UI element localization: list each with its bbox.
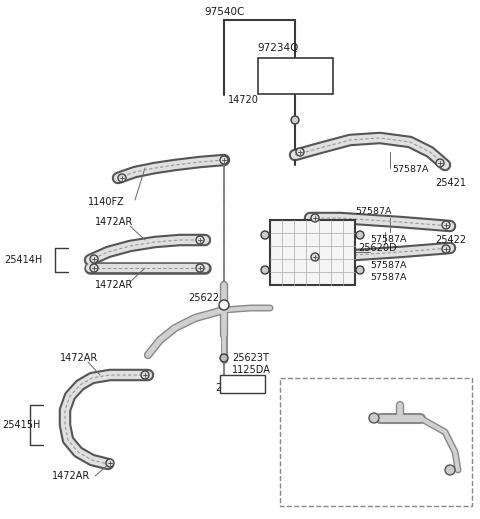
Circle shape xyxy=(442,221,450,229)
Circle shape xyxy=(220,156,228,164)
Circle shape xyxy=(261,266,269,274)
Circle shape xyxy=(369,413,379,423)
Text: 25630F: 25630F xyxy=(215,383,252,393)
Circle shape xyxy=(445,465,455,475)
Bar xyxy=(270,220,355,285)
Text: 25622R: 25622R xyxy=(188,293,226,303)
Text: 57587A: 57587A xyxy=(355,208,392,216)
Text: 25630F: 25630F xyxy=(295,425,332,435)
Text: 97540C: 97540C xyxy=(205,7,245,17)
Text: 1125DA: 1125DA xyxy=(232,365,271,375)
Text: 1472AR: 1472AR xyxy=(95,217,133,227)
Circle shape xyxy=(356,231,364,239)
Bar xyxy=(220,375,265,393)
Circle shape xyxy=(141,371,149,379)
Circle shape xyxy=(291,116,299,124)
Circle shape xyxy=(106,459,114,467)
Bar xyxy=(258,58,333,94)
Text: 25415H: 25415H xyxy=(2,420,40,430)
Circle shape xyxy=(311,253,319,261)
Text: 25623T: 25623T xyxy=(232,353,269,363)
Text: 57587A: 57587A xyxy=(370,274,407,282)
Text: 14720: 14720 xyxy=(228,95,259,105)
Circle shape xyxy=(118,174,126,182)
Circle shape xyxy=(219,300,229,310)
Text: 1472AN
1472AY: 1472AN 1472AY xyxy=(276,60,314,84)
Circle shape xyxy=(261,231,269,239)
Bar xyxy=(280,378,472,506)
Text: 25421: 25421 xyxy=(435,178,466,188)
Text: 1472AR: 1472AR xyxy=(52,471,90,481)
Circle shape xyxy=(442,245,450,253)
Circle shape xyxy=(220,354,228,362)
Circle shape xyxy=(90,264,98,272)
Circle shape xyxy=(90,255,98,263)
Text: 57587A: 57587A xyxy=(392,166,429,174)
Text: 25620D: 25620D xyxy=(358,243,396,253)
Circle shape xyxy=(196,264,204,272)
Text: 57587A: 57587A xyxy=(370,236,407,244)
Text: 57587A: 57587A xyxy=(370,261,407,269)
Circle shape xyxy=(311,214,319,222)
Text: 1472AR: 1472AR xyxy=(60,353,98,363)
Circle shape xyxy=(296,148,304,156)
Text: 25623R: 25623R xyxy=(350,469,388,479)
Text: 1140FZ: 1140FZ xyxy=(88,197,125,207)
Text: 1472AR: 1472AR xyxy=(95,280,133,290)
Circle shape xyxy=(356,266,364,274)
Text: 25414H: 25414H xyxy=(4,255,42,265)
Text: 25422: 25422 xyxy=(435,235,466,245)
Circle shape xyxy=(436,159,444,167)
Text: 97234Q: 97234Q xyxy=(257,43,299,53)
Circle shape xyxy=(196,236,204,244)
Text: (-141201): (-141201) xyxy=(284,386,331,394)
